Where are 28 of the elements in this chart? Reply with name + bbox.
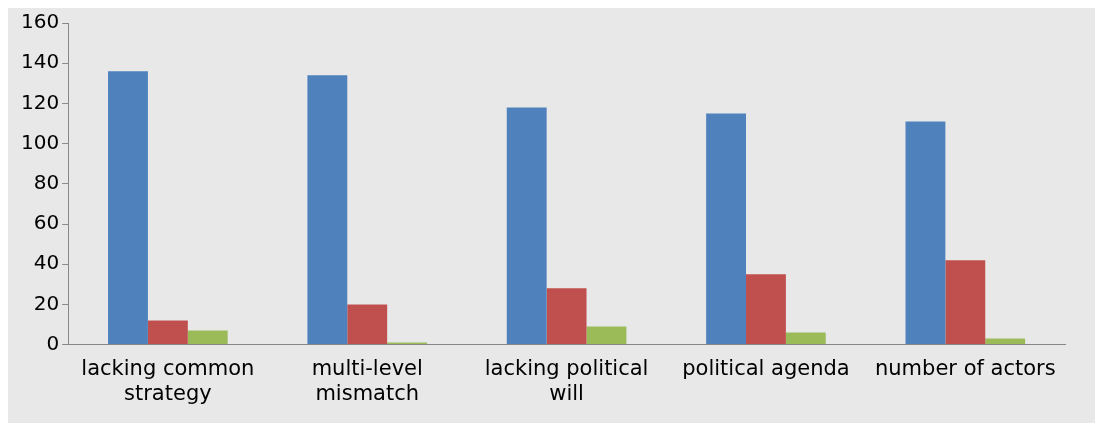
bar [706, 113, 747, 345]
y-tick-label: 120 [20, 89, 60, 114]
y-tick-label: 140 [20, 49, 60, 74]
y-tick-label: 20 [33, 290, 60, 315]
y-tick-label: 60 [33, 210, 60, 235]
y-tick-label: 160 [20, 9, 60, 34]
bar [347, 304, 388, 345]
x-tick-label: lacking political will [484, 355, 649, 405]
bar [147, 320, 188, 345]
bar [586, 326, 627, 345]
y-tick-label: 80 [33, 170, 60, 194]
y-tick-label: 40 [33, 250, 60, 275]
bar [546, 288, 587, 345]
x-tick-label: lacking common strategy [81, 355, 255, 405]
bar [746, 274, 786, 345]
bar [945, 260, 986, 345]
bar [108, 71, 148, 345]
bar [985, 338, 1026, 345]
bar [785, 332, 826, 345]
bar [506, 107, 547, 345]
y-tick-label: 0 [46, 330, 60, 355]
bar [905, 121, 946, 345]
x-tick-label: number of actors [875, 355, 1056, 380]
x-tick-label: political agenda [682, 355, 850, 380]
bar [307, 75, 348, 345]
bar [187, 330, 228, 345]
y-tick-label: 100 [20, 129, 60, 154]
x-tick-label: multi-level mismatch [311, 355, 423, 405]
